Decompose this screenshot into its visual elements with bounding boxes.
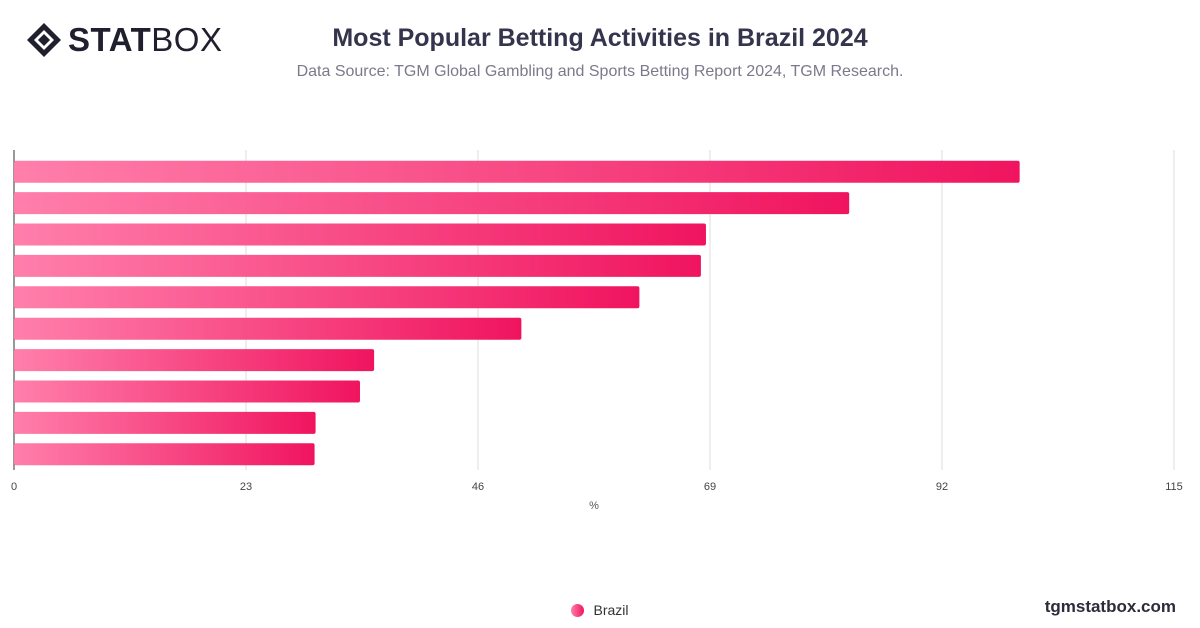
legend[interactable]: Brazil: [0, 602, 1200, 618]
logo-wordmark: STATBOX: [68, 22, 222, 58]
bar[interactable]: [14, 254, 701, 277]
bar[interactable]: [14, 286, 640, 309]
x-tick-label: 0: [11, 481, 17, 493]
bar[interactable]: [14, 317, 522, 340]
diamond-logo-icon: [27, 23, 61, 57]
site-url: tgmstatbox.com: [1044, 597, 1176, 616]
x-tick-label: 69: [704, 481, 716, 493]
x-tick-label: 46: [472, 481, 484, 493]
legend-marker: [571, 603, 585, 617]
logo-bold-text: STAT: [68, 21, 152, 58]
x-axis-label: %: [589, 500, 599, 512]
chart-subtitle: Data Source: TGM Global Gambling and Spo…: [296, 63, 904, 80]
chart-title: Most Popular Betting Activities in Brazi…: [332, 24, 868, 52]
x-tick-label: 23: [240, 481, 252, 493]
x-tick-label: 115: [1165, 481, 1183, 493]
logo-light-text: BOX: [151, 21, 223, 58]
bar[interactable]: [14, 411, 316, 434]
legend-label: Brazil: [593, 602, 629, 618]
bar[interactable]: [14, 160, 1020, 183]
bar[interactable]: [14, 349, 375, 372]
bar[interactable]: [14, 443, 315, 466]
x-tick-label: 92: [936, 481, 948, 493]
statbox-logo: STATBOX: [26, 22, 222, 58]
bar[interactable]: [14, 192, 850, 215]
bar[interactable]: [14, 223, 706, 246]
bar[interactable]: [14, 380, 360, 403]
